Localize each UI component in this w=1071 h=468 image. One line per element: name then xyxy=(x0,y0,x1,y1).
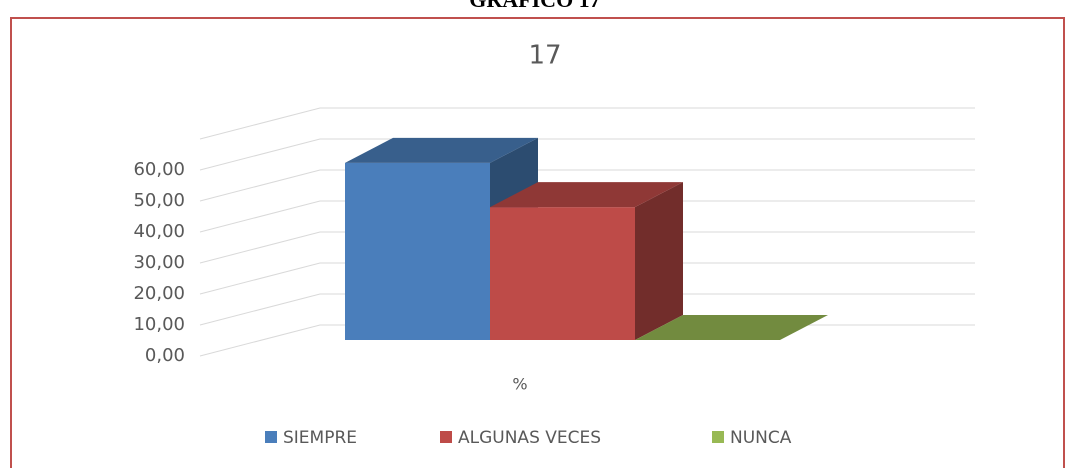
chart-title: 17 xyxy=(528,41,561,71)
grid-line xyxy=(199,169,975,202)
grid-line xyxy=(199,231,975,264)
grid-line xyxy=(199,293,975,326)
y-tick-label: 60,00 xyxy=(133,159,185,180)
legend-swatch xyxy=(440,431,452,443)
bar-top xyxy=(345,137,538,163)
y-tick-label: 0,00 xyxy=(145,345,185,366)
bar-front xyxy=(490,207,635,340)
grid-line xyxy=(199,200,975,233)
y-tick-label: 50,00 xyxy=(133,190,185,211)
bar-top xyxy=(490,182,683,208)
bar-top xyxy=(635,315,828,340)
y-tick-label: 20,00 xyxy=(133,283,185,304)
chart-border xyxy=(10,17,1065,468)
y-tick-label: 30,00 xyxy=(133,252,185,273)
x-axis-label: % xyxy=(512,375,527,394)
legend-label: ALGUNAS VECES xyxy=(458,428,601,448)
legend-label: NUNCA xyxy=(730,428,792,448)
page-heading: GRÁFICO 17 xyxy=(469,0,600,12)
grid-line xyxy=(199,262,975,295)
wall-frame xyxy=(199,107,975,140)
y-tick-label: 10,00 xyxy=(133,314,185,335)
bar-front xyxy=(345,162,490,340)
legend-swatch xyxy=(712,431,724,443)
bar-side xyxy=(635,182,683,340)
legend-label: SIEMPRE xyxy=(283,428,357,448)
grid-line xyxy=(199,138,975,171)
y-tick-label: 40,00 xyxy=(133,221,185,242)
legend-swatch xyxy=(265,431,277,443)
